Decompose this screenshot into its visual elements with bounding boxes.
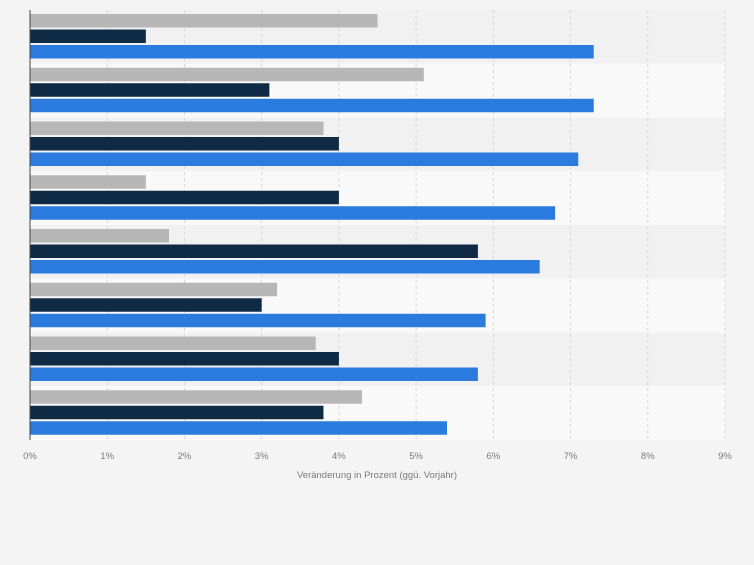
x-tick-label: 9% (718, 451, 732, 462)
x-tick-label: 3% (255, 451, 269, 462)
bar (30, 229, 169, 243)
bar (30, 336, 316, 350)
x-tick-label: 2% (178, 451, 192, 462)
bar (30, 298, 262, 312)
bar (30, 421, 447, 435)
bar (30, 29, 146, 43)
bar (30, 175, 146, 189)
x-tick-label: 7% (564, 451, 578, 462)
bar (30, 352, 339, 366)
x-tick-labels: 0% 1% 2% 3% 4% 5% 6% 7% 8% 9% (23, 451, 732, 462)
x-tick-label: 0% (23, 451, 37, 462)
x-tick-label: 5% (409, 451, 423, 462)
bar (30, 14, 378, 28)
bar (30, 121, 324, 135)
bar (30, 244, 478, 258)
bars (30, 14, 594, 435)
x-tick-label: 4% (332, 451, 346, 462)
bar (30, 45, 594, 59)
x-tick-label: 8% (641, 451, 655, 462)
bar (30, 98, 594, 113)
bar (30, 152, 579, 166)
bar (30, 390, 363, 404)
bar (30, 260, 540, 274)
bar (30, 137, 339, 151)
x-tick-label: 1% (100, 451, 114, 462)
bar (30, 206, 556, 220)
bar (30, 67, 424, 82)
x-axis-label: Veränderung in Prozent (ggü. Vorjahr) (297, 470, 457, 481)
bar (30, 313, 486, 328)
x-tick-label: 6% (486, 451, 500, 462)
bar (30, 282, 278, 297)
bar (30, 83, 270, 97)
bar (30, 190, 339, 205)
bar (30, 367, 478, 381)
bar (30, 405, 324, 420)
